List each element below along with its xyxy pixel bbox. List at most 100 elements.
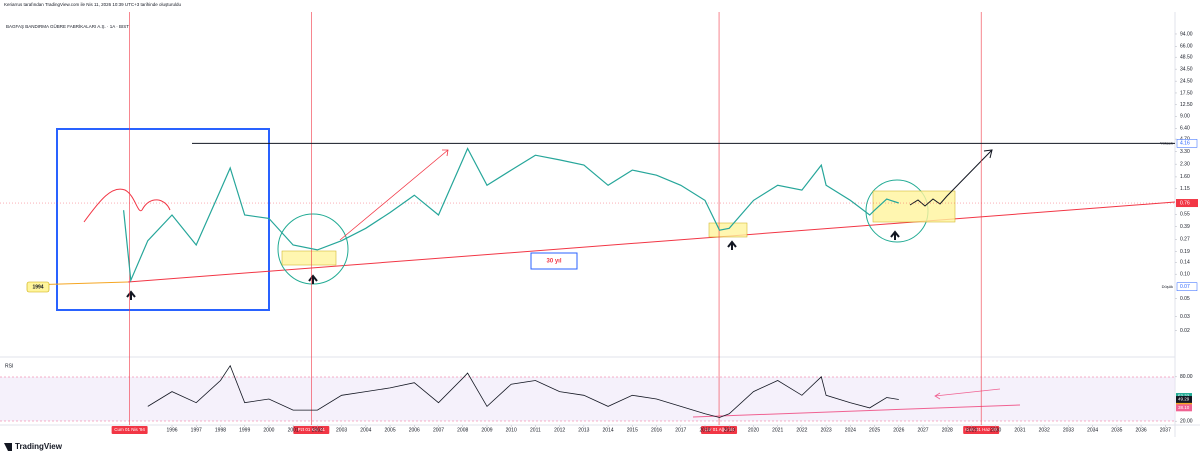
y-tick-label: 0.03 bbox=[1180, 314, 1190, 320]
x-tick-label: 2017 bbox=[675, 427, 686, 433]
y-tick-label: 34.50 bbox=[1180, 66, 1193, 72]
rsi-band bbox=[0, 377, 1175, 421]
y-tick-label: 0.39 bbox=[1180, 224, 1190, 230]
trend-line bbox=[127, 201, 1176, 283]
x-tick-label: 2023 bbox=[821, 427, 832, 433]
x-tick-label: 2032 bbox=[1039, 427, 1050, 433]
zone-2025 bbox=[872, 190, 956, 223]
rsi-title: RSI bbox=[5, 363, 13, 369]
y-tick-label: 1.60 bbox=[1180, 174, 1190, 180]
start-label: 1994 bbox=[32, 284, 43, 290]
logo: TradingView bbox=[15, 442, 63, 451]
symbol: BAGFAŞ BANDIRMA GÜBRE FABRİKALARI A.Ş. ·… bbox=[6, 23, 129, 29]
low-value: 0.07 bbox=[1180, 284, 1190, 290]
x-tick-label: 2033 bbox=[1063, 427, 1074, 433]
y-tick-label: 0.02 bbox=[1180, 328, 1190, 334]
y-tick-label: 6.40 bbox=[1180, 126, 1190, 132]
rsi-trend bbox=[692, 404, 1021, 418]
marker-badge bbox=[111, 426, 148, 434]
black-arrow-head bbox=[983, 149, 993, 159]
marker-label: Çar 01 Ağu '18 bbox=[704, 427, 734, 432]
x-tick-label: 2013 bbox=[578, 427, 589, 433]
y-tick-label: 3.30 bbox=[1180, 149, 1190, 155]
x-tick-label: 2012 bbox=[554, 427, 565, 433]
x-tick-label: 2010 bbox=[506, 427, 517, 433]
zone-2018 bbox=[708, 222, 748, 238]
x-tick-label: 1999 bbox=[239, 427, 250, 433]
y-tick-label: 0.10 bbox=[1180, 272, 1190, 278]
rsi-badge bbox=[1176, 404, 1192, 412]
rsi-tick-label: 20.00 bbox=[1180, 419, 1193, 425]
y-tick-label: 17.50 bbox=[1180, 90, 1193, 96]
marker-badge bbox=[701, 426, 738, 434]
up-arrow bbox=[890, 230, 900, 240]
x-tick-label: 2021 bbox=[772, 427, 783, 433]
x-tick-label: 2004 bbox=[360, 427, 371, 433]
up-arrow bbox=[308, 274, 318, 284]
zone-2001 bbox=[281, 250, 337, 266]
black-arrow bbox=[909, 149, 993, 207]
y-tick-label: 66.00 bbox=[1180, 44, 1193, 50]
x-tick-label: 2025 bbox=[869, 427, 880, 433]
red-arrow-head bbox=[442, 149, 449, 157]
blue-box bbox=[56, 128, 270, 311]
x-tick-label: 2037 bbox=[1160, 427, 1171, 433]
marker-badge bbox=[963, 426, 1000, 434]
rsi-badge-label: 38.10 bbox=[1178, 405, 1190, 410]
x-tick-label: 2019 bbox=[724, 427, 735, 433]
x-tick-label: 2036 bbox=[1136, 427, 1147, 433]
x-tick-label: 2006 bbox=[409, 427, 420, 433]
x-tick-label: 2011 bbox=[530, 427, 541, 433]
marker-badge bbox=[293, 426, 330, 434]
credit: Keriarrus tarafından TradingView.com ile… bbox=[4, 2, 182, 7]
y-tick-label: 0.05 bbox=[1180, 296, 1190, 302]
y-tick-label: 1.15 bbox=[1180, 186, 1190, 192]
y-tick-label: 2.30 bbox=[1180, 162, 1190, 168]
price-line bbox=[123, 147, 899, 283]
logo-mark bbox=[4, 443, 12, 451]
rsi-line bbox=[147, 364, 899, 418]
x-tick-label: 2014 bbox=[603, 427, 614, 433]
x-tick-label: 2031 bbox=[1014, 427, 1025, 433]
rsi-arrow bbox=[934, 388, 1001, 400]
marker-label: Pzt 01 Eki '01 bbox=[298, 427, 326, 432]
high-badge bbox=[1176, 139, 1198, 148]
rsi-badge-label: 49.29 bbox=[1178, 397, 1190, 402]
y-tick-label: 48.50 bbox=[1180, 55, 1193, 61]
x-tick-label: 2007 bbox=[433, 427, 444, 433]
x-tick-label: 2016 bbox=[651, 427, 662, 433]
y-tick-label: 0.14 bbox=[1180, 260, 1190, 266]
x-tick-label: 1997 bbox=[191, 427, 202, 433]
x-tick-label: 2018 bbox=[699, 427, 710, 433]
x-tick-label: 2024 bbox=[845, 427, 856, 433]
x-tick-label: 1998 bbox=[215, 427, 226, 433]
x-tick-label: 2035 bbox=[1111, 427, 1122, 433]
x-tick-label: 2028 bbox=[942, 427, 953, 433]
low-badge bbox=[1176, 282, 1198, 291]
high-name: Yüksek bbox=[1160, 140, 1173, 145]
years-box bbox=[530, 252, 578, 270]
x-tick-label: 2022 bbox=[796, 427, 807, 433]
y-tick-label: 12.50 bbox=[1180, 102, 1193, 108]
x-tick-label: 2002 bbox=[312, 427, 323, 433]
up-arrow bbox=[126, 290, 136, 300]
y-tick-label: 0.19 bbox=[1180, 249, 1190, 255]
x-tick-label: 2030 bbox=[990, 427, 1001, 433]
y-tick-label: 0.27 bbox=[1180, 237, 1190, 243]
last-label: 0.76 bbox=[1180, 200, 1190, 206]
y-tick-label: 0.55 bbox=[1180, 212, 1190, 218]
x-tick-label: 2020 bbox=[748, 427, 759, 433]
x-tick-label: 1996 bbox=[166, 427, 177, 433]
x-tick-label: 2005 bbox=[384, 427, 395, 433]
low-name: Düşük bbox=[1162, 284, 1173, 289]
high-value: 4.16 bbox=[1180, 141, 1190, 147]
y-tick-label: 24.50 bbox=[1180, 78, 1193, 84]
rsi-badge bbox=[1176, 396, 1192, 404]
x-tick-label: 2003 bbox=[336, 427, 347, 433]
x-tick-label: 2026 bbox=[893, 427, 904, 433]
up-arrow bbox=[727, 240, 737, 250]
x-tick-label: 2000 bbox=[263, 427, 274, 433]
x-tick-label: 2034 bbox=[1087, 427, 1098, 433]
last-badge bbox=[1176, 199, 1198, 208]
